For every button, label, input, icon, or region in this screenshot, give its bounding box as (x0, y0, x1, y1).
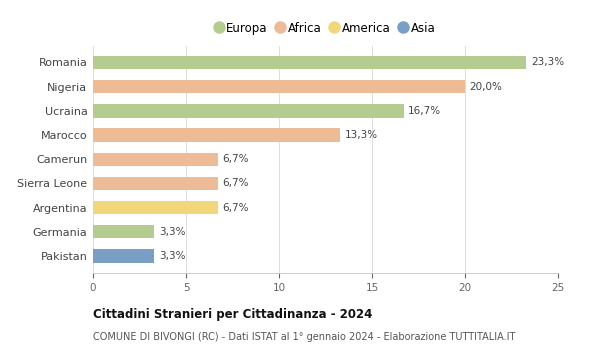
Legend: Europa, Africa, America, Asia: Europa, Africa, America, Asia (211, 17, 440, 40)
Bar (93, 104, 404, 118)
Bar (93, 201, 218, 214)
Text: Cittadini Stranieri per Cittadinanza - 2024: Cittadini Stranieri per Cittadinanza - 2… (93, 308, 373, 321)
Text: 3,3%: 3,3% (159, 251, 185, 261)
Text: 16,7%: 16,7% (408, 106, 442, 116)
Bar (93, 153, 218, 166)
Text: 20,0%: 20,0% (470, 82, 503, 92)
Bar (93, 128, 340, 142)
Text: 3,3%: 3,3% (159, 227, 185, 237)
Text: COMUNE DI BIVONGI (RC) - Dati ISTAT al 1° gennaio 2024 - Elaborazione TUTTITALIA: COMUNE DI BIVONGI (RC) - Dati ISTAT al 1… (93, 332, 515, 343)
Bar (93, 225, 154, 238)
Bar (93, 56, 526, 69)
Text: 23,3%: 23,3% (531, 57, 564, 68)
Bar (93, 177, 218, 190)
Text: 13,3%: 13,3% (345, 130, 378, 140)
Bar (93, 80, 465, 93)
Text: 6,7%: 6,7% (222, 178, 249, 188)
Bar (93, 249, 154, 262)
Text: 6,7%: 6,7% (222, 203, 249, 213)
Text: 6,7%: 6,7% (222, 154, 249, 164)
